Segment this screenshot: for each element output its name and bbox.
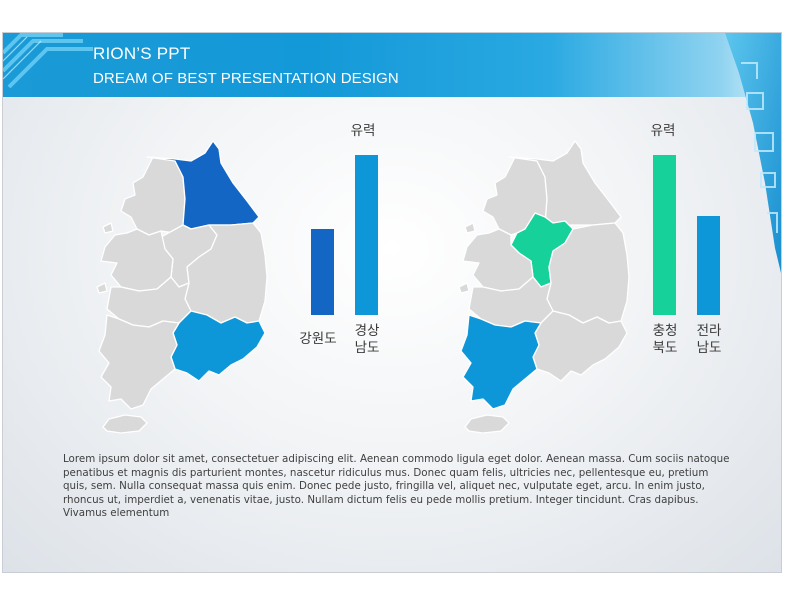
- map-region-chungnam: [100, 228, 174, 292]
- left-bar-label-2: 경상 남도: [354, 323, 380, 356]
- header-title: RION’S PPT: [93, 44, 191, 63]
- left-bar-label-1: 강원도: [299, 331, 337, 347]
- decorative-stripes-left: [3, 33, 93, 89]
- map-region-jeju: [102, 414, 148, 434]
- map-region-gangwon: [508, 140, 622, 230]
- right-bar-label-1: 충청 북도: [652, 323, 678, 356]
- map-region-jeonnam: [98, 314, 180, 410]
- left-bar-gangwon: [311, 229, 334, 315]
- map-region-islands: [458, 222, 476, 294]
- header-subtitle: DREAM OF BEST PRESENTATION DESIGN: [93, 70, 399, 87]
- right-chart-top-label: 유력: [650, 123, 676, 139]
- map-region-jeju: [464, 414, 510, 434]
- left-bar-gyeongnam: [355, 155, 378, 315]
- right-bar-chungbuk: [653, 155, 676, 315]
- right-bar-label-2: 전라 남도: [696, 323, 722, 356]
- map-region-chungnam: [462, 228, 534, 292]
- decorative-pattern-right: [725, 33, 781, 273]
- korea-map-left: [96, 140, 268, 434]
- body-paragraph: Lorem ipsum dolor sit amet, consectetuer…: [63, 453, 730, 520]
- map-region-gyeonggi: [120, 156, 186, 236]
- map-region-gangwon: [146, 140, 260, 230]
- right-bar-jeonnam: [697, 216, 720, 315]
- header-banner: RION’S PPT DREAM OF BEST PRESENTATION DE…: [3, 33, 781, 97]
- left-chart-top-label: 유력: [350, 123, 376, 139]
- map-region-islands: [96, 222, 114, 294]
- korea-map-right: [458, 140, 630, 434]
- slide: RION’S PPT DREAM OF BEST PRESENTATION DE…: [2, 32, 782, 573]
- map-region-jeonnam: [460, 314, 542, 410]
